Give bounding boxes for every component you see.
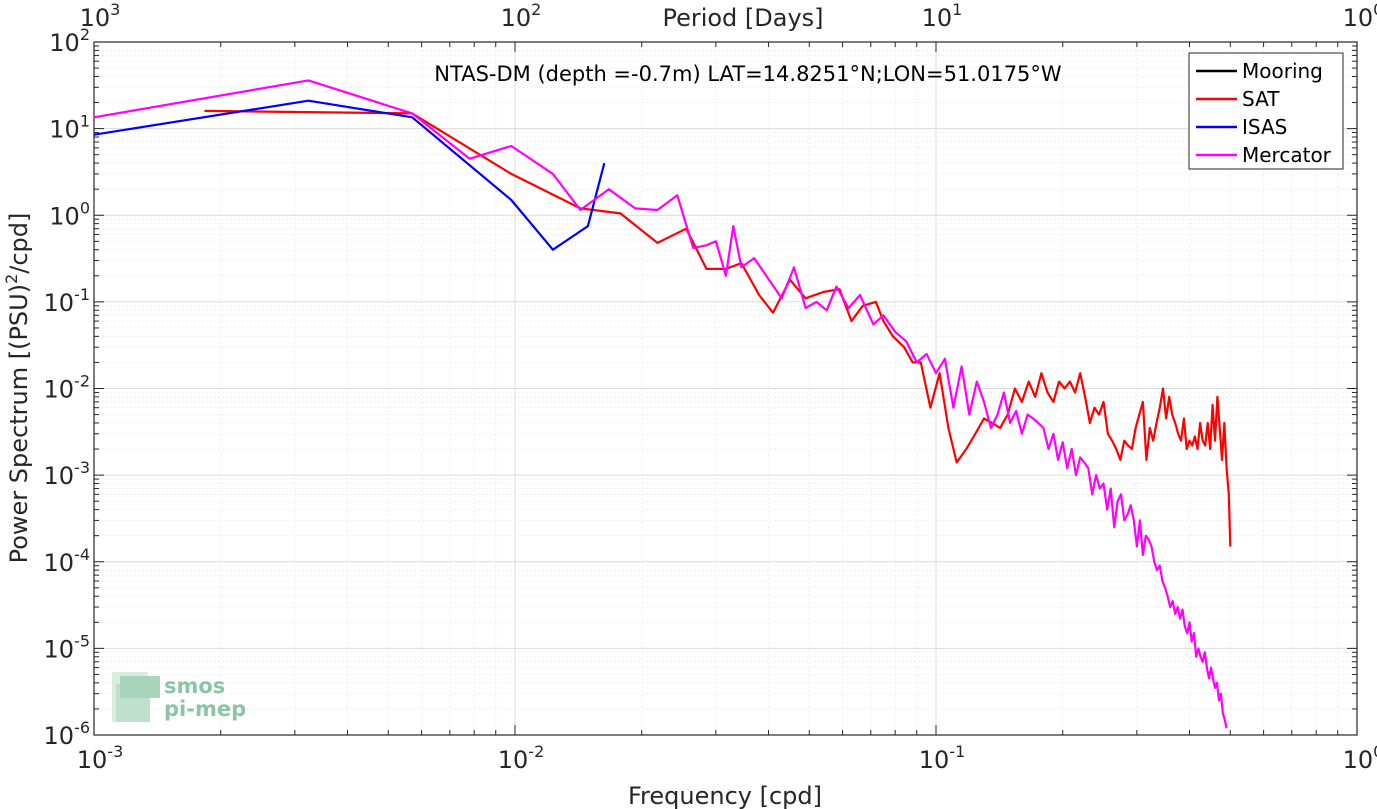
y-tick-label-exp: -5 (74, 631, 90, 650)
legend-label-sat: SAT (1242, 87, 1280, 111)
logo-block-top (120, 676, 160, 698)
top-tick-label-exp: 1 (952, 0, 962, 19)
top-tick-label-base: 10 (922, 4, 953, 32)
x-tick-label-exp: -1 (949, 742, 965, 761)
x-tick-label-base: 10 (919, 746, 950, 774)
y-tick-label: 100 (49, 198, 90, 230)
series-sat-line (204, 109, 1232, 547)
y-tick-label-base: 10 (44, 289, 75, 317)
y-tick-label-exp: 0 (80, 198, 90, 217)
legend: Mooring SAT ISAS Mercator (1188, 52, 1344, 170)
x-tick-label-base: 10 (498, 746, 529, 774)
top-tick-label-exp: 0 (1373, 0, 1377, 19)
y-tick-label: 101 (49, 112, 90, 144)
x-tick-label: 10-1 (919, 742, 966, 774)
y-tick-label: 10-1 (44, 285, 91, 317)
chart-title: NTAS-DM (depth =-0.7m) LAT=14.8251°N;LON… (434, 62, 1062, 86)
y-tick-label: 102 (49, 25, 90, 57)
x-tick-label-exp: -3 (107, 742, 123, 761)
top-tick-label: 101 (922, 0, 963, 32)
y-axis-label-tail: /cpd] (5, 213, 33, 274)
top-tick-label-base: 10 (80, 4, 111, 32)
top-tick-label: 103 (80, 0, 121, 32)
y-tick-label: 10-6 (44, 718, 91, 750)
y-tick-label-exp: -2 (74, 372, 90, 391)
y-tick-label-base: 10 (44, 462, 75, 490)
y-axis-label-sup: 2 (2, 274, 21, 284)
top-tick-label-exp: 2 (531, 0, 541, 19)
series-mercator-line (93, 79, 1228, 729)
tick-marks (93, 42, 1357, 736)
legend-label-isas: ISAS (1242, 115, 1287, 139)
x-tick-label-exp: -2 (528, 742, 544, 761)
y-tick-label: 10-2 (44, 372, 91, 404)
x-tick-label-base: 10 (1343, 746, 1374, 774)
top-axis-label: Period [Days] (662, 4, 823, 32)
y-tick-label-exp: 2 (80, 25, 90, 44)
x-axis-label: Frequency [cpd] (628, 782, 822, 809)
legend-label-mooring: Mooring (1242, 59, 1323, 83)
top-tick-label-exp: 3 (110, 0, 120, 19)
legend-label-mercator: Mercator (1242, 143, 1332, 167)
x-tick-label-exp: 0 (1373, 742, 1377, 761)
y-tick-label: 10-4 (44, 545, 91, 577)
top-tick-label: 100 (1343, 0, 1377, 32)
top-tick-label: 102 (501, 0, 542, 32)
y-tick-label-base: 10 (49, 202, 80, 230)
x-tick-label-base: 10 (77, 746, 108, 774)
y-tick-label-exp: 1 (80, 112, 90, 131)
series-lines (93, 79, 1232, 729)
y-tick-label: 10-5 (44, 631, 91, 663)
top-tick-label-base: 10 (501, 4, 532, 32)
top-tick-label-base: 10 (1343, 4, 1374, 32)
y-tick-label-base: 10 (44, 549, 75, 577)
logo-text-smos: smos (164, 674, 225, 698)
smos-pi-mep-logo: smos pi-mep (112, 672, 246, 722)
svg-text:Power Spectrum [(PSU)2/cpd]: Power Spectrum [(PSU)2/cpd] (2, 213, 33, 564)
x-tick-label: 10-3 (77, 742, 124, 774)
grid-lines (93, 42, 1357, 736)
y-tick-label-exp: -1 (74, 285, 90, 304)
tick-labels: 10-310-210-110010210110010-110-210-310-4… (44, 0, 1377, 774)
y-tick-label-exp: -4 (74, 545, 90, 564)
y-tick-label-base: 10 (49, 116, 80, 144)
x-tick-label: 10-2 (498, 742, 545, 774)
legend-box (1188, 52, 1344, 170)
y-tick-label-base: 10 (44, 722, 75, 750)
series-isas-line (93, 99, 606, 251)
logo-text-pi-mep: pi-mep (164, 697, 246, 721)
y-tick-label: 10-3 (44, 458, 91, 490)
y-tick-label-exp: -6 (74, 718, 90, 737)
y-tick-label-base: 10 (44, 376, 75, 404)
x-tick-label: 100 (1343, 742, 1377, 774)
y-axis-label: Power Spectrum [(PSU)2/cpd] (2, 213, 33, 564)
y-tick-label-base: 10 (49, 29, 80, 57)
y-tick-label-exp: -3 (74, 458, 90, 477)
y-tick-label-base: 10 (44, 635, 75, 663)
y-axis-label-main: Power Spectrum [(PSU) (5, 284, 33, 563)
